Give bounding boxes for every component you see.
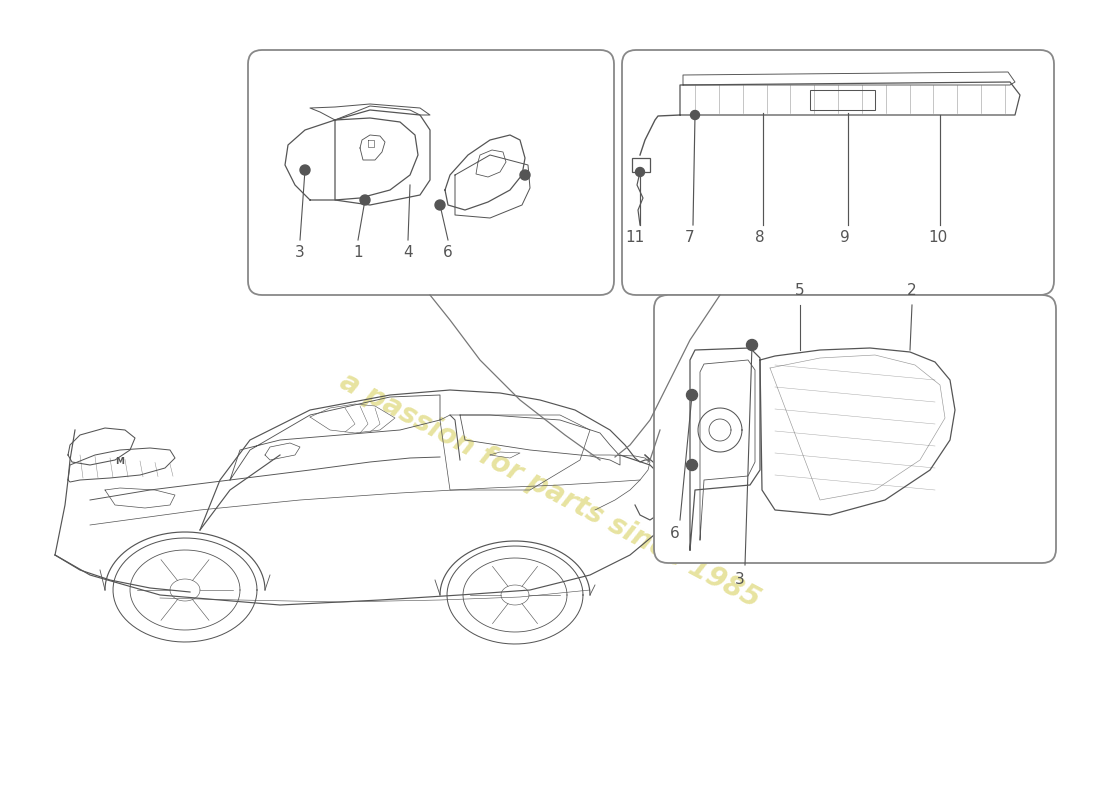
Circle shape: [636, 167, 645, 177]
Text: 2: 2: [908, 283, 916, 298]
Circle shape: [360, 195, 370, 205]
Text: 11: 11: [626, 230, 645, 245]
Text: 5: 5: [795, 283, 805, 298]
Text: 7: 7: [685, 230, 695, 245]
Bar: [810, 90, 875, 110]
Text: 1985: 1985: [764, 378, 975, 533]
Bar: [632, 158, 650, 172]
FancyBboxPatch shape: [621, 50, 1054, 295]
Circle shape: [300, 165, 310, 175]
Text: 6: 6: [670, 526, 680, 541]
Circle shape: [747, 339, 758, 350]
Text: 10: 10: [928, 230, 947, 245]
Circle shape: [434, 200, 446, 210]
Circle shape: [686, 459, 697, 470]
Text: 3: 3: [735, 572, 745, 587]
Text: a passion for parts since 1985: a passion for parts since 1985: [336, 367, 764, 613]
Text: M: M: [116, 458, 124, 466]
FancyBboxPatch shape: [654, 295, 1056, 563]
Text: 8: 8: [756, 230, 764, 245]
FancyBboxPatch shape: [248, 50, 614, 295]
Text: 1: 1: [353, 245, 363, 260]
Text: 3: 3: [295, 245, 305, 260]
Text: 4: 4: [404, 245, 412, 260]
Text: 9: 9: [840, 230, 850, 245]
Text: 6: 6: [443, 245, 453, 260]
Circle shape: [691, 110, 700, 119]
Circle shape: [520, 170, 530, 180]
Circle shape: [686, 390, 697, 401]
